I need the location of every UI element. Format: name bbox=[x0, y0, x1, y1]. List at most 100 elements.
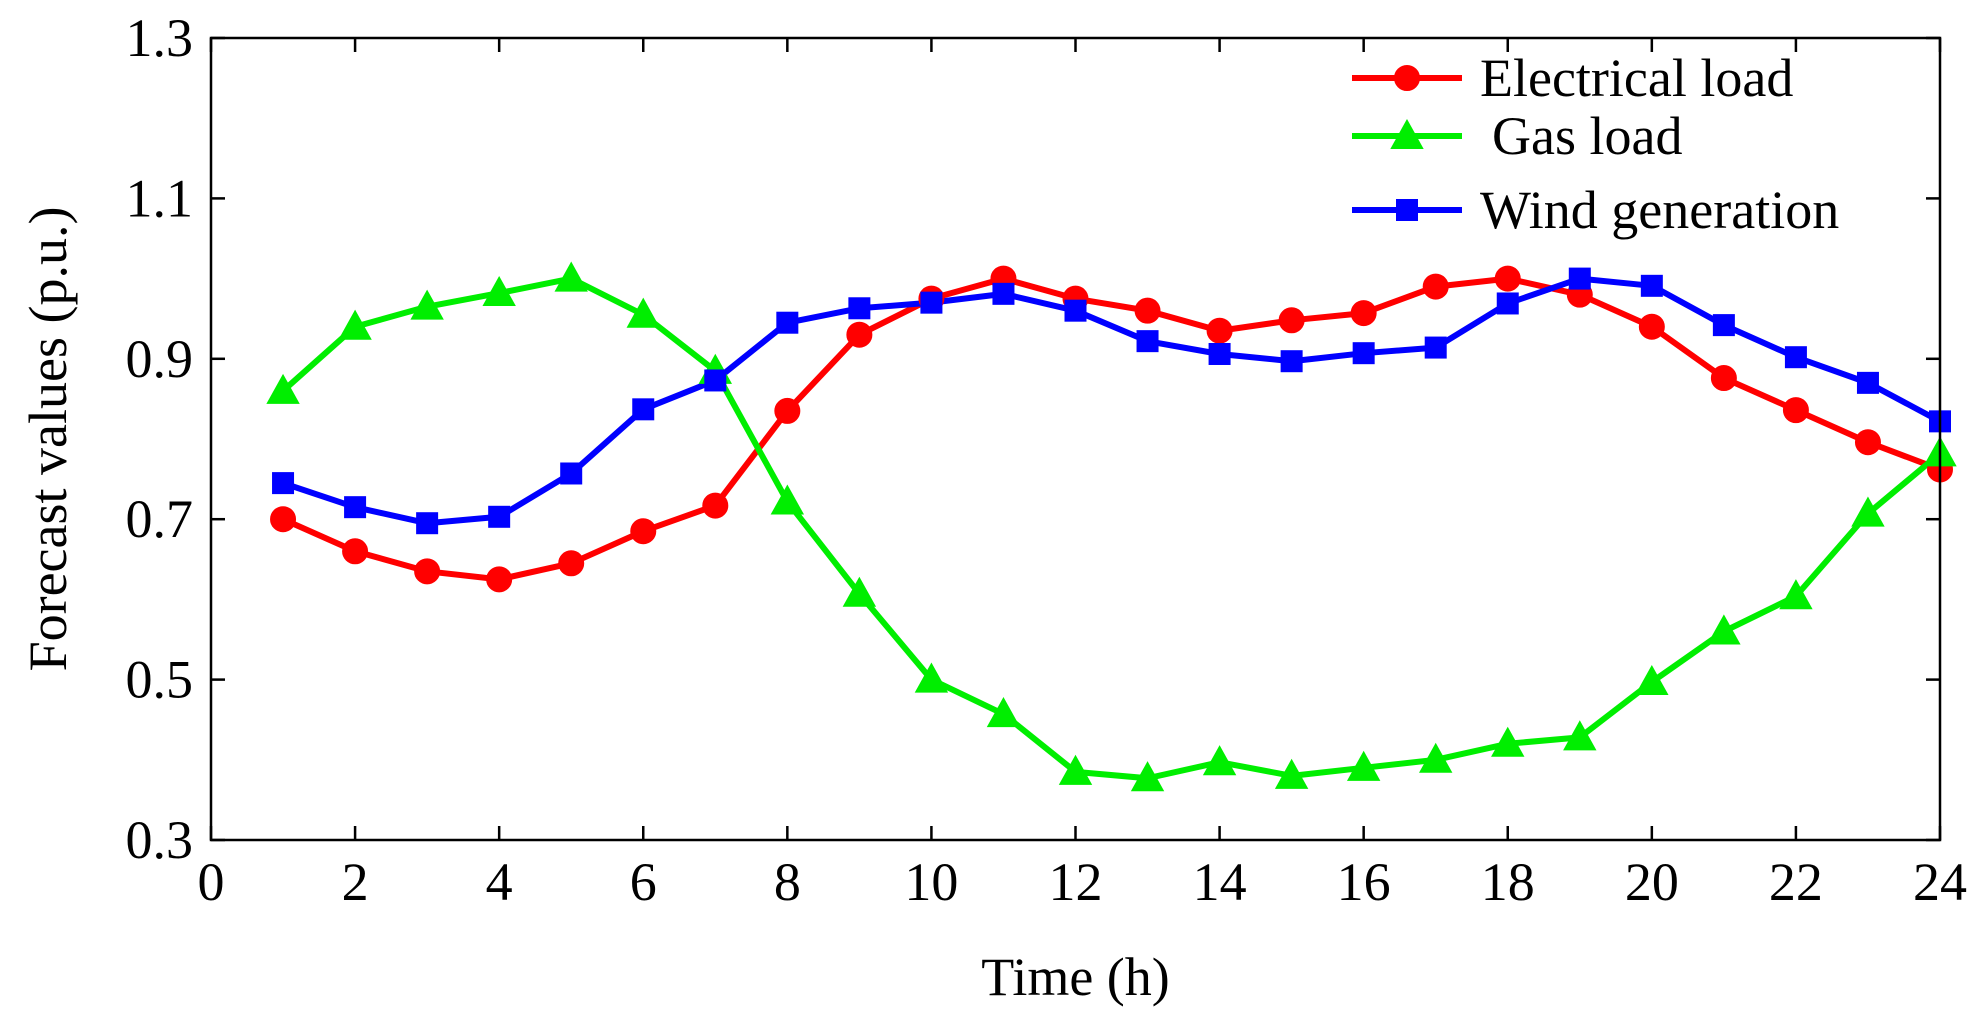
data-point-electrical-load bbox=[1854, 429, 1881, 456]
legend-marker-square bbox=[1396, 199, 1418, 221]
data-point-electrical-load bbox=[702, 492, 729, 519]
y-tick-label: 1.3 bbox=[126, 8, 194, 68]
data-point-wind-generation bbox=[560, 462, 583, 485]
data-point-wind-generation bbox=[1496, 292, 1519, 315]
data-point-wind-generation bbox=[1352, 342, 1375, 365]
data-point-gas-load bbox=[770, 484, 805, 515]
y-tick-label: 1.1 bbox=[126, 168, 194, 228]
x-tick-label: 24 bbox=[1913, 852, 1967, 912]
x-tick-label: 2 bbox=[342, 852, 369, 912]
data-point-wind-generation bbox=[1856, 371, 1879, 394]
x-tick-label: 20 bbox=[1625, 852, 1679, 912]
data-point-gas-load bbox=[1563, 720, 1597, 751]
data-point-gas-load bbox=[1202, 745, 1237, 776]
data-point-gas-load bbox=[1274, 758, 1309, 789]
data-point-gas-load bbox=[1851, 496, 1885, 527]
x-tick-label: 18 bbox=[1481, 852, 1535, 912]
x-tick-label: 22 bbox=[1769, 852, 1823, 912]
data-point-gas-load bbox=[842, 576, 877, 607]
series-line-gas-load bbox=[281, 275, 1942, 782]
data-point-electrical-load bbox=[1134, 297, 1161, 324]
data-point-wind-generation bbox=[1064, 299, 1087, 322]
data-point-electrical-load bbox=[558, 550, 585, 577]
y-tick-label: 0.9 bbox=[126, 329, 194, 389]
data-point-wind-generation bbox=[704, 369, 727, 392]
legend-label: Gas load bbox=[1492, 106, 1682, 166]
data-point-wind-generation bbox=[488, 505, 511, 528]
data-point-wind-generation bbox=[272, 472, 295, 495]
tick-labels: 0 2 4 6 8 10 12 14 16 18 20 22 240.30.50.70.91.11.3 bbox=[126, 8, 1968, 912]
data-point-wind-generation bbox=[776, 311, 799, 334]
x-tick-label: 12 bbox=[1049, 852, 1103, 912]
axes bbox=[209, 36, 1942, 842]
data-point-wind-generation bbox=[920, 291, 943, 314]
data-point-electrical-load bbox=[342, 538, 369, 565]
y-axis-label: Forecast values (p.u.) bbox=[18, 207, 78, 672]
y-tick-label: 0.7 bbox=[126, 489, 194, 549]
series-markers bbox=[266, 261, 1957, 792]
series-line-wind-generation bbox=[282, 275, 1942, 527]
data-point-gas-load bbox=[1130, 761, 1165, 792]
data-point-electrical-load bbox=[270, 506, 297, 533]
y-tick-label: 0.5 bbox=[126, 650, 194, 710]
data-point-wind-generation bbox=[344, 496, 367, 519]
data-point-electrical-load bbox=[1206, 317, 1233, 344]
data-point-electrical-load bbox=[630, 518, 657, 545]
x-tick-label: 14 bbox=[1193, 852, 1247, 912]
data-point-wind-generation bbox=[1784, 346, 1807, 369]
data-point-wind-generation bbox=[1712, 314, 1735, 337]
data-point-gas-load bbox=[914, 662, 949, 693]
data-point-gas-load bbox=[1419, 742, 1453, 773]
data-point-wind-generation bbox=[1424, 336, 1447, 359]
legend-label: Electrical load bbox=[1480, 48, 1793, 108]
legend-label: Wind generation bbox=[1480, 180, 1839, 240]
data-point-electrical-load bbox=[1350, 300, 1377, 327]
data-point-electrical-load bbox=[1494, 265, 1521, 292]
data-point-wind-generation bbox=[632, 398, 655, 421]
data-point-wind-generation bbox=[1280, 350, 1303, 373]
data-point-wind-generation bbox=[1568, 267, 1591, 290]
data-point-electrical-load bbox=[1782, 397, 1809, 424]
x-tick-label: 4 bbox=[486, 852, 513, 912]
data-point-wind-generation bbox=[1640, 274, 1663, 297]
y-tick-label: 0.3 bbox=[126, 810, 194, 870]
data-point-gas-load bbox=[1779, 579, 1813, 610]
data-point-electrical-load bbox=[1278, 307, 1305, 334]
data-point-gas-load bbox=[1491, 726, 1525, 757]
data-point-wind-generation bbox=[416, 512, 439, 535]
data-point-gas-load bbox=[1707, 614, 1741, 645]
legend-marker-triangle bbox=[1390, 118, 1424, 149]
legend-marker-circle bbox=[1394, 65, 1420, 91]
x-tick-label: 6 bbox=[630, 852, 657, 912]
x-tick-label: 0 bbox=[198, 852, 225, 912]
data-point-gas-load bbox=[554, 261, 588, 292]
data-point-electrical-load bbox=[414, 558, 441, 585]
data-point-gas-load bbox=[1346, 750, 1381, 781]
data-point-wind-generation bbox=[1136, 330, 1159, 353]
data-point-gas-load bbox=[986, 697, 1021, 728]
data-point-gas-load bbox=[338, 309, 372, 340]
data-point-electrical-load bbox=[1422, 273, 1449, 300]
data-point-gas-load bbox=[1058, 754, 1093, 785]
data-point-electrical-load bbox=[486, 566, 513, 593]
x-tick-label: 8 bbox=[774, 852, 801, 912]
data-point-gas-load bbox=[266, 373, 300, 404]
data-point-gas-load bbox=[482, 275, 516, 307]
data-point-wind-generation bbox=[848, 297, 871, 320]
x-axis-label: Time (h) bbox=[981, 947, 1170, 1007]
data-point-wind-generation bbox=[992, 282, 1015, 305]
data-point-electrical-load bbox=[1710, 365, 1737, 392]
x-tick-label: 10 bbox=[904, 852, 958, 912]
data-point-gas-load bbox=[410, 289, 444, 320]
x-tick-label: 16 bbox=[1337, 852, 1391, 912]
data-point-gas-load bbox=[1635, 664, 1669, 696]
data-point-electrical-load bbox=[846, 321, 873, 348]
data-point-wind-generation bbox=[1208, 342, 1231, 365]
data-point-electrical-load bbox=[1638, 313, 1665, 340]
data-point-electrical-load bbox=[774, 397, 801, 424]
data-point-gas-load bbox=[626, 297, 660, 328]
